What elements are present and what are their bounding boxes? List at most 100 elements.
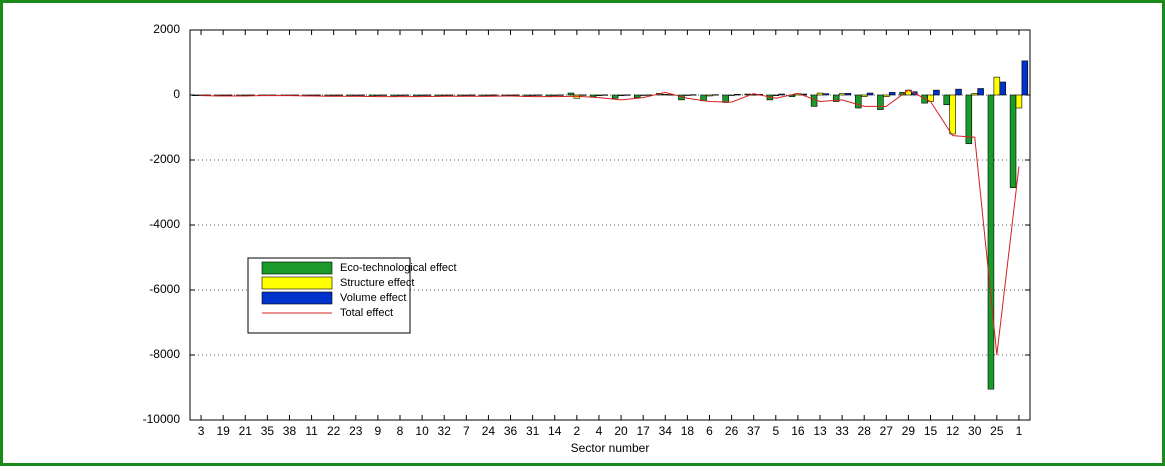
bar (330, 94, 337, 96)
bar (396, 94, 404, 96)
bar (883, 94, 890, 97)
bar (557, 94, 564, 96)
bar (617, 94, 625, 96)
y-tick-label: -4000 (149, 217, 180, 231)
bar (778, 93, 785, 96)
x-tick-label: 1 (1016, 424, 1023, 438)
bar (529, 94, 536, 96)
bar (943, 94, 950, 106)
x-tick-label: 30 (968, 424, 982, 438)
x-tick-label: 26 (725, 424, 739, 438)
bar (933, 89, 940, 96)
x-tick-label: 34 (659, 424, 673, 438)
bar (993, 76, 1001, 96)
x-tick-label: 22 (327, 424, 341, 438)
bar (623, 94, 631, 96)
bar (690, 94, 697, 96)
x-tick-label: 32 (438, 424, 452, 438)
bar (1015, 94, 1023, 109)
x-axis-label: Sector number (571, 441, 650, 455)
x-tick-label: 37 (747, 424, 761, 438)
bar (380, 94, 388, 96)
x-tick-label: 13 (813, 424, 827, 438)
bar (734, 94, 741, 96)
x-tick-label: 21 (239, 424, 253, 438)
x-tick-label: 2 (573, 424, 580, 438)
bar (971, 93, 978, 96)
x-tick-label: 5 (772, 424, 779, 438)
x-tick-label: 8 (397, 424, 404, 438)
x-tick-label: 7 (463, 424, 470, 438)
bar (955, 88, 962, 96)
bar (999, 81, 1006, 96)
bar (219, 94, 227, 96)
bar (358, 94, 365, 96)
x-tick-label: 14 (548, 424, 562, 438)
bar (336, 94, 343, 96)
x-tick-label: 20 (614, 424, 628, 438)
bar (352, 94, 360, 96)
legend-label: Total effect (340, 307, 393, 319)
bar (440, 94, 448, 96)
bar (507, 94, 514, 96)
bar (225, 94, 233, 96)
x-tick-label: 19 (216, 424, 230, 438)
bar (402, 94, 410, 96)
legend-swatch (261, 261, 333, 275)
bar (965, 94, 973, 145)
bar (832, 94, 840, 102)
y-tick-label: -8000 (149, 347, 180, 361)
bar (838, 93, 846, 96)
bar (611, 94, 619, 99)
bar (463, 94, 470, 96)
x-tick-label: 16 (791, 424, 805, 438)
x-tick-label: 11 (305, 424, 318, 438)
x-tick-label: 4 (596, 424, 603, 438)
bar (822, 93, 830, 96)
x-tick-label: 25 (990, 424, 1004, 438)
legend-label: Volume effect (340, 292, 406, 304)
bar (728, 94, 735, 96)
bar (662, 94, 669, 96)
x-tick-label: 33 (835, 424, 849, 438)
x-tick-label: 18 (681, 424, 695, 438)
bar (722, 94, 729, 103)
y-tick-label: 0 (173, 87, 180, 101)
bar (468, 94, 476, 96)
x-tick-label: 27 (880, 424, 894, 438)
line (201, 89, 1020, 356)
bar (595, 94, 603, 96)
bar (308, 94, 315, 96)
bar (772, 94, 780, 96)
bar (374, 94, 382, 96)
bar (639, 94, 647, 96)
bar (877, 94, 884, 110)
legend-label: Eco-technological effect (340, 262, 457, 274)
bar (977, 88, 984, 96)
bar (860, 94, 868, 97)
bar (601, 94, 609, 96)
y-tick-label: -6000 (149, 282, 180, 296)
x-tick-label: 31 (526, 424, 540, 438)
legend-label: Structure effect (340, 277, 414, 289)
bar (491, 94, 498, 96)
x-tick-label: 24 (482, 424, 496, 438)
y-tick-label: -2000 (149, 152, 180, 166)
x-tick-label: 9 (375, 424, 382, 438)
x-tick-label: 35 (261, 424, 275, 438)
bar (535, 94, 542, 96)
bar (634, 94, 641, 98)
legend-swatch (261, 291, 333, 305)
y-tick-label: 2000 (153, 22, 180, 36)
bar (1009, 94, 1017, 188)
bar (816, 92, 824, 96)
bar (191, 94, 199, 96)
x-tick-label: 29 (902, 424, 916, 438)
x-tick-label: 23 (349, 424, 363, 438)
bar (888, 92, 896, 96)
x-tick-label: 6 (706, 424, 713, 438)
x-tick-label: 10 (415, 424, 429, 438)
bar (866, 92, 874, 96)
bar (855, 94, 862, 109)
